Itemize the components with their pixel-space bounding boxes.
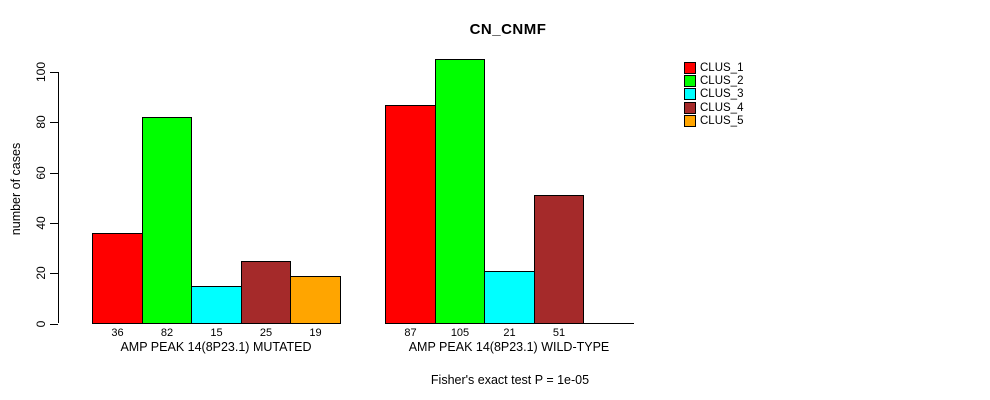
- bar-clus_1-group1: [92, 233, 143, 324]
- legend-swatch: [684, 88, 696, 101]
- y-tick-label: 40: [34, 216, 48, 230]
- bar-value-label: 25: [259, 327, 273, 339]
- bar-clus_3-group1: [191, 286, 242, 324]
- y-tick-label: 0: [34, 320, 48, 328]
- legend-item-label: CLUS_2: [700, 75, 744, 88]
- legend-item: CLUS_3: [684, 88, 743, 101]
- bar-clus_4-group1: [241, 261, 291, 324]
- legend-item: CLUS_1: [684, 61, 743, 74]
- y-axis-label: number of cases: [9, 142, 23, 236]
- legend-item-label: CLUS_1: [700, 61, 744, 74]
- legend-swatch: [684, 61, 696, 74]
- y-axis: [58, 72, 59, 323]
- footer-annotation: Fisher's exact test P = 1e-05: [430, 373, 590, 387]
- legend-swatch: [684, 75, 696, 88]
- y-tick-label: 20: [34, 266, 48, 280]
- bar-clus_5-group1: [290, 276, 341, 324]
- y-tick: [50, 324, 58, 325]
- legend-swatch: [684, 101, 696, 114]
- bar-value-label: 21: [503, 327, 516, 339]
- legend-item: CLUS_4: [684, 101, 743, 114]
- x-group-label: AMP PEAK 14(8P23.1) WILD-TYPE: [408, 340, 610, 354]
- x-group-label: AMP PEAK 14(8P23.1) MUTATED: [120, 340, 312, 354]
- y-tick-label: 60: [34, 166, 48, 180]
- y-tick: [50, 273, 58, 274]
- bar-value-label: 51: [552, 327, 566, 339]
- bar-value-label: 105: [450, 327, 470, 339]
- legend-item: CLUS_2: [684, 74, 744, 88]
- bar-value-label: 87: [404, 327, 417, 339]
- bar-value-label: 15: [210, 327, 223, 339]
- legend-item-label: CLUS_3: [700, 88, 744, 101]
- legend-item-label: CLUS_4: [700, 101, 744, 114]
- bar-clus_1-group2: [385, 105, 436, 324]
- legend: CLUS_1 CLUS_2 CLUS_3 CLUS_4 CLUS_5: [684, 61, 743, 128]
- y-tick-label: 100: [34, 61, 48, 83]
- chart-title: CN_CNMF: [469, 21, 547, 38]
- y-tick: [50, 72, 58, 73]
- legend-item: CLUS_5: [684, 115, 743, 128]
- legend-swatch: [684, 115, 696, 128]
- y-tick-label: 80: [34, 115, 48, 129]
- bar-value-label: 19: [309, 327, 322, 339]
- bar-clus_3-group2: [484, 271, 535, 324]
- legend-item-label: CLUS_5: [700, 115, 744, 128]
- y-tick: [50, 223, 58, 224]
- y-tick: [50, 122, 58, 123]
- bar-clus_5-group2-zero: [583, 323, 634, 324]
- bar-value-label: 36: [111, 327, 124, 339]
- bar-clus_4-group2: [534, 195, 584, 324]
- bar-clus_2-group1: [142, 117, 192, 324]
- y-tick: [50, 173, 58, 174]
- bar-clus_2-group2: [435, 59, 485, 324]
- bar-value-label: 82: [160, 327, 174, 339]
